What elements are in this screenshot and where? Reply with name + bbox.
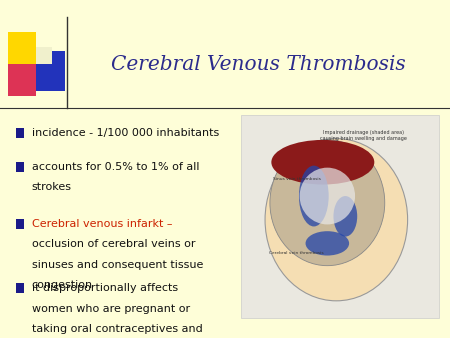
Ellipse shape <box>333 196 357 237</box>
Text: Cerebral vein thrombosis: Cerebral vein thrombosis <box>269 251 324 256</box>
Text: incidence - 1/100 000 inhabitants: incidence - 1/100 000 inhabitants <box>32 128 219 138</box>
Bar <box>36 51 65 91</box>
Text: Cerebral Venous Thrombosis: Cerebral Venous Thrombosis <box>112 55 406 74</box>
Ellipse shape <box>271 140 374 185</box>
Bar <box>16 219 24 229</box>
Text: strokes: strokes <box>32 182 72 192</box>
Bar <box>241 115 439 318</box>
Text: Sinus vein thrombosis: Sinus vein thrombosis <box>273 177 321 181</box>
Text: taking oral contraceptives and: taking oral contraceptives and <box>32 324 202 334</box>
Ellipse shape <box>306 231 349 256</box>
Text: Cerebral venous infarkt –: Cerebral venous infarkt – <box>32 219 172 229</box>
Bar <box>36 47 52 64</box>
Bar <box>8 64 36 96</box>
Ellipse shape <box>270 140 385 266</box>
Ellipse shape <box>300 168 355 224</box>
Text: congestion: congestion <box>32 280 93 290</box>
Text: accounts for 0.5% to 1% of all: accounts for 0.5% to 1% of all <box>32 162 199 172</box>
Ellipse shape <box>299 166 328 226</box>
Bar <box>8 32 36 64</box>
Text: Impaired drainage (shaded area)
causing brain swelling and damage: Impaired drainage (shaded area) causing … <box>320 130 407 141</box>
Text: sinuses and consequent tissue: sinuses and consequent tissue <box>32 260 203 270</box>
Bar <box>16 162 24 172</box>
Bar <box>16 283 24 293</box>
Bar <box>16 128 24 138</box>
Text: women who are pregnant or: women who are pregnant or <box>32 304 189 314</box>
Ellipse shape <box>265 139 408 301</box>
Text: it disproportionally affects: it disproportionally affects <box>32 283 178 293</box>
Text: occlusion of cerebral veins or: occlusion of cerebral veins or <box>32 239 195 249</box>
